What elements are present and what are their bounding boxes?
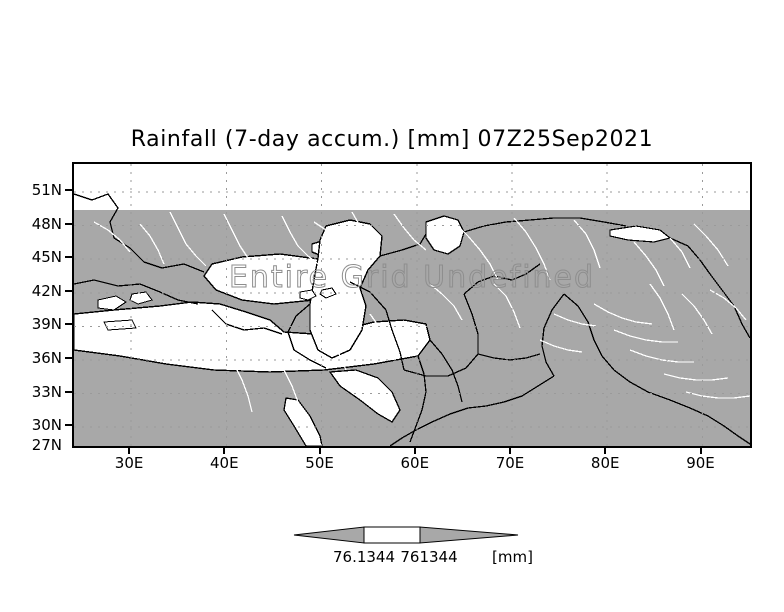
y-tick-mark <box>65 189 72 191</box>
y-tick-label: 39N <box>31 315 62 334</box>
x-tick-mark <box>509 448 511 454</box>
x-tick-mark <box>318 448 321 454</box>
colorbar[interactable]: 76.1344 761344 [mm] <box>292 522 533 568</box>
y-tick-label: 51N <box>31 181 62 199</box>
x-tick-mark <box>223 448 226 454</box>
map-graphic <box>74 164 750 446</box>
x-tick-mark <box>128 448 131 454</box>
colorbar-tick-label: 761344 <box>400 548 458 566</box>
y-tick-mark <box>65 289 72 292</box>
y-axis-labels: 51N 48N 45N 42N 39N 36N 33N 30N 27N <box>18 162 62 454</box>
colorbar-units-label: [mm] <box>492 548 533 566</box>
x-tick-label: 70E <box>495 454 525 472</box>
y-tick-label: 33N <box>31 382 62 401</box>
x-tick-label: 80E <box>590 454 620 472</box>
x-axis-ticks <box>72 448 752 455</box>
y-tick-label: 30N <box>31 416 62 435</box>
x-tick-mark <box>699 448 702 454</box>
y-tick-label: 42N <box>31 281 62 300</box>
y-tick-mark <box>65 323 72 326</box>
x-tick-label: 50E <box>305 454 334 472</box>
y-tick-mark <box>65 222 72 225</box>
y-tick-mark <box>65 357 72 359</box>
x-tick-mark <box>413 448 416 454</box>
x-tick-label: 60E <box>400 454 430 472</box>
y-tick-label: 48N <box>31 214 62 233</box>
x-tick-label: 30E <box>114 454 144 472</box>
y-tick-mark <box>65 390 72 393</box>
map-panel[interactable]: Entire Grid Undefined <box>72 162 752 448</box>
y-tick-label: 27N <box>31 436 62 454</box>
y-tick-mark <box>65 424 72 427</box>
colorbar-graphic <box>293 526 519 544</box>
x-axis-labels: 30E 40E 50E 60E 70E 80E 90E <box>72 454 752 476</box>
x-tick-label: 90E <box>686 454 715 472</box>
x-tick-mark <box>604 448 607 454</box>
page-title: Rainfall (7-day accum.) [mm] 07Z25Sep202… <box>130 127 654 152</box>
y-axis-ticks <box>65 162 73 448</box>
y-tick-label: 45N <box>31 248 62 267</box>
colorbar-tick-label: 76.1344 <box>332 548 396 566</box>
y-tick-label: 36N <box>31 349 62 367</box>
x-tick-label: 40E <box>210 454 239 472</box>
y-tick-mark <box>65 256 72 259</box>
colorbar-tick-labels: 76.1344 761344 <box>292 548 520 568</box>
